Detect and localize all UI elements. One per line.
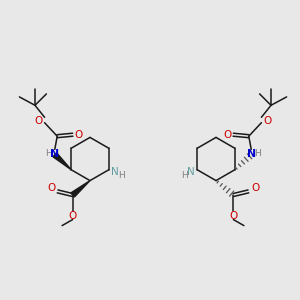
Text: N: N <box>50 148 59 159</box>
Text: O: O <box>251 183 259 194</box>
Text: N: N <box>187 167 195 177</box>
Text: O: O <box>47 183 55 194</box>
Text: O: O <box>229 211 238 221</box>
Text: N: N <box>247 148 256 159</box>
Text: H: H <box>45 149 52 158</box>
Polygon shape <box>71 181 90 197</box>
Text: H: H <box>181 171 188 180</box>
Text: O: O <box>263 116 272 127</box>
Text: O: O <box>68 211 77 221</box>
Text: O: O <box>75 130 83 140</box>
Text: O: O <box>34 116 43 127</box>
Text: H: H <box>118 171 125 180</box>
Text: H: H <box>254 149 261 158</box>
Text: O: O <box>223 130 231 140</box>
Text: N: N <box>111 167 119 177</box>
Polygon shape <box>53 153 71 170</box>
